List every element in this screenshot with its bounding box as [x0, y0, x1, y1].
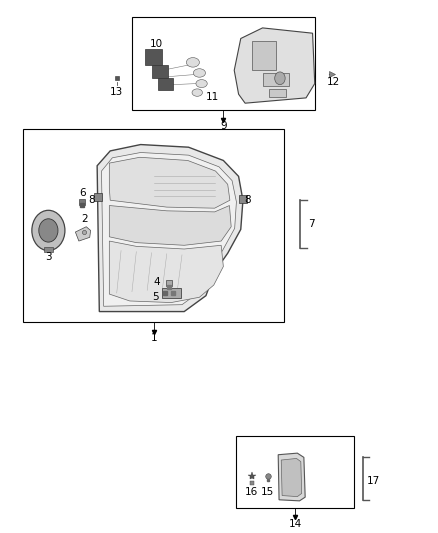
Text: 3: 3 — [45, 252, 52, 262]
Circle shape — [275, 72, 285, 85]
Text: 13: 13 — [110, 86, 124, 96]
Text: 17: 17 — [367, 477, 380, 486]
Polygon shape — [110, 206, 231, 245]
Text: 7: 7 — [308, 219, 315, 229]
Bar — [252, 41, 276, 70]
Text: 8: 8 — [88, 195, 95, 205]
Text: 15: 15 — [261, 487, 274, 497]
Polygon shape — [110, 241, 223, 303]
Polygon shape — [97, 144, 243, 312]
Text: 5: 5 — [152, 292, 158, 302]
Ellipse shape — [186, 58, 199, 67]
Text: 11: 11 — [206, 92, 219, 102]
Bar — [132, 17, 315, 110]
Polygon shape — [281, 458, 302, 497]
Bar — [262, 73, 289, 86]
Circle shape — [32, 211, 65, 251]
Text: 6: 6 — [79, 188, 86, 198]
Bar — [269, 89, 286, 97]
Bar — [237, 436, 354, 508]
Text: 14: 14 — [289, 519, 302, 529]
Text: 2: 2 — [81, 214, 88, 224]
Circle shape — [39, 219, 58, 242]
Text: 1: 1 — [150, 333, 157, 343]
Bar — [162, 288, 181, 298]
Polygon shape — [278, 453, 305, 501]
Polygon shape — [75, 227, 91, 241]
Bar — [158, 78, 173, 90]
Polygon shape — [234, 28, 315, 103]
Text: 16: 16 — [245, 487, 258, 497]
Bar — [145, 49, 162, 65]
Ellipse shape — [193, 69, 205, 77]
Ellipse shape — [192, 89, 202, 96]
Text: 9: 9 — [220, 121, 226, 131]
Bar — [44, 247, 53, 252]
Text: 8: 8 — [244, 195, 251, 205]
Bar — [23, 128, 284, 322]
Text: 10: 10 — [149, 39, 162, 49]
Text: 12: 12 — [326, 77, 339, 87]
Ellipse shape — [196, 79, 207, 87]
Polygon shape — [102, 152, 237, 306]
Text: 4: 4 — [154, 277, 160, 287]
Bar — [152, 65, 168, 78]
Polygon shape — [110, 157, 230, 208]
